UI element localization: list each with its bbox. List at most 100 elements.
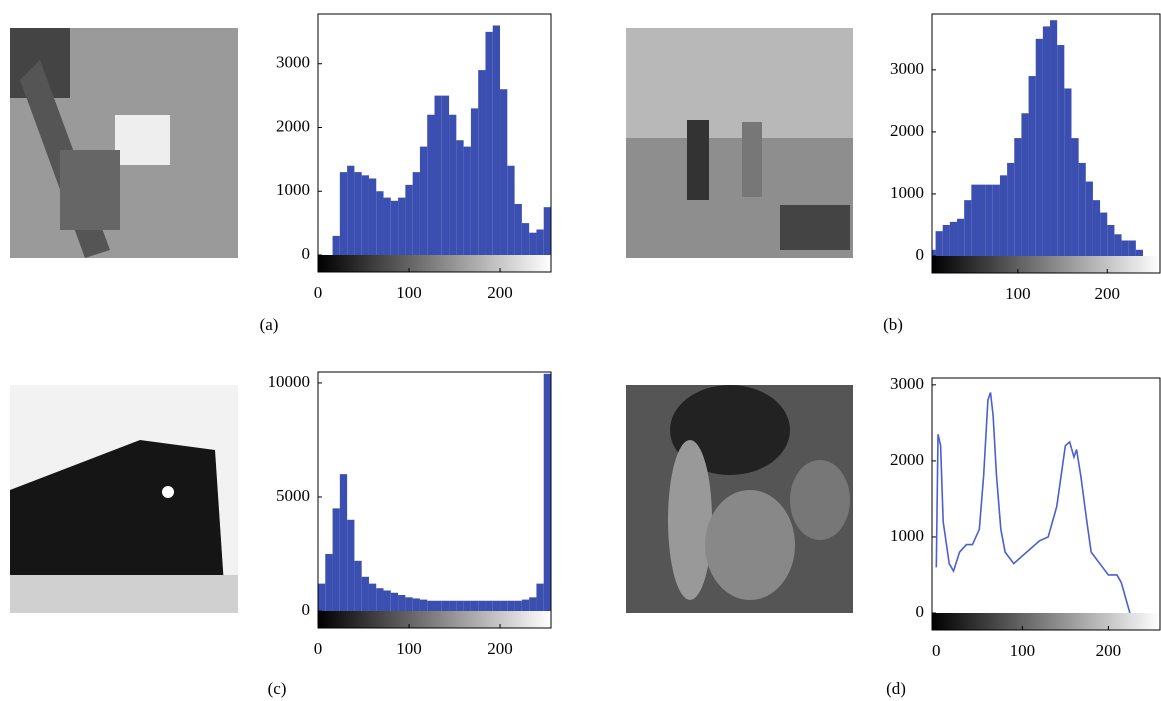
plot-area [932, 20, 1144, 256]
y-tick-label: 0 [916, 245, 925, 264]
histogram-bar [412, 598, 420, 611]
histogram-bar [543, 207, 551, 255]
y-tick-label: 10000 [268, 372, 311, 391]
histogram-bar [492, 25, 501, 255]
histogram-bar [405, 597, 413, 611]
y-tick-label: 2000 [890, 121, 924, 140]
histogram-bar [971, 184, 979, 256]
histogram-bar [1135, 249, 1144, 256]
histogram-bar [529, 597, 537, 611]
x-tick-label: 100 [1010, 641, 1036, 660]
x-tick-label: 200 [487, 639, 513, 658]
histogram-bar [390, 200, 399, 255]
axes-box [931, 377, 1161, 631]
caption: (c) [268, 679, 287, 698]
histogram-bar [500, 89, 508, 255]
histogram-bar [1114, 234, 1122, 256]
histogram-bar [478, 600, 486, 611]
data-line [935, 392, 1131, 613]
y-tick-label: 0 [916, 602, 925, 621]
x-tick-label: 0 [314, 639, 323, 658]
histogram-bar [398, 197, 406, 255]
histogram-bar [949, 221, 958, 256]
histogram-bar [383, 590, 391, 611]
histogram-bar [514, 600, 522, 611]
y-tick-label: 1000 [276, 180, 310, 199]
histogram-bar [1064, 88, 1072, 256]
histogram-bar [376, 191, 384, 255]
photo-train [10, 385, 238, 613]
histogram-bar [332, 508, 340, 611]
histogram-bar [354, 172, 362, 255]
histogram-bar [1128, 240, 1136, 256]
histogram-bar [390, 592, 399, 611]
histogram-bar [964, 200, 972, 256]
histogram-bar [1021, 113, 1029, 256]
caption: (d) [886, 679, 906, 698]
histogram-bar [1092, 200, 1101, 256]
y-tick-label: 1000 [890, 183, 924, 202]
histogram-bar [529, 232, 537, 255]
histogram-bar [449, 114, 457, 255]
y-tick-label: 2000 [276, 116, 310, 135]
histogram-bar [368, 583, 377, 611]
histogram-bar [456, 600, 464, 611]
histogram-bar [339, 172, 348, 255]
histogram-bar [521, 223, 530, 255]
y-tick-label: 2000 [890, 450, 924, 469]
histogram-bar [492, 600, 501, 611]
histogram-bar [427, 600, 435, 611]
plot-area [332, 25, 551, 255]
histogram-bar [441, 600, 450, 611]
histogram-bar [419, 599, 428, 611]
histogram-bar [354, 560, 362, 611]
histogram-bar [978, 184, 986, 256]
histogram-bar [434, 600, 442, 611]
histogram-bar [463, 146, 471, 255]
axes-box [317, 13, 552, 273]
histogram-bar [376, 588, 384, 611]
histogram-bar [470, 600, 479, 611]
histogram-bar [1078, 162, 1086, 256]
histogram-bar [347, 165, 355, 255]
histogram-bar [521, 599, 530, 611]
histogram-bar [1050, 20, 1058, 256]
histogram-bar [999, 175, 1008, 256]
x-tick-label: 200 [1096, 641, 1122, 660]
histogram-bar [1100, 212, 1108, 256]
histogram-bar [332, 235, 340, 255]
histogram-bar [434, 95, 442, 255]
x-tick-label: 100 [396, 283, 422, 302]
histogram-bar [507, 165, 515, 255]
x-tick-label: 100 [396, 639, 422, 658]
histogram-bar [1071, 138, 1079, 256]
x-tick-label: 0 [932, 641, 941, 660]
histogram-bar [478, 70, 486, 255]
histogram-bar [463, 600, 471, 611]
histogram-bar [347, 519, 355, 611]
histogram-bar [1042, 26, 1051, 256]
y-tick-label: 1000 [890, 526, 924, 545]
histogram-bar [398, 595, 406, 611]
histogram-bar [1057, 45, 1065, 256]
x-tick-label: 200 [487, 283, 513, 302]
histogram-bar [339, 474, 348, 611]
histogram-bar [932, 249, 936, 256]
y-tick-label: 3000 [276, 53, 310, 72]
intensity-bar [318, 255, 551, 272]
histogram-bar [1014, 138, 1022, 256]
x-tick-label: 100 [1005, 284, 1031, 303]
x-tick-label: 0 [314, 283, 323, 302]
histogram-bar [543, 373, 551, 611]
histogram-bar [536, 583, 544, 611]
photo-room [626, 28, 853, 258]
intensity-bar [318, 611, 551, 628]
photo-peppers [626, 385, 853, 613]
y-tick-label: 0 [302, 600, 311, 619]
histogram-bar [957, 218, 965, 256]
y-tick-label: 0 [302, 244, 311, 263]
histogram-bar [368, 178, 377, 255]
caption: (b) [883, 315, 903, 334]
histogram-bar [536, 229, 544, 255]
